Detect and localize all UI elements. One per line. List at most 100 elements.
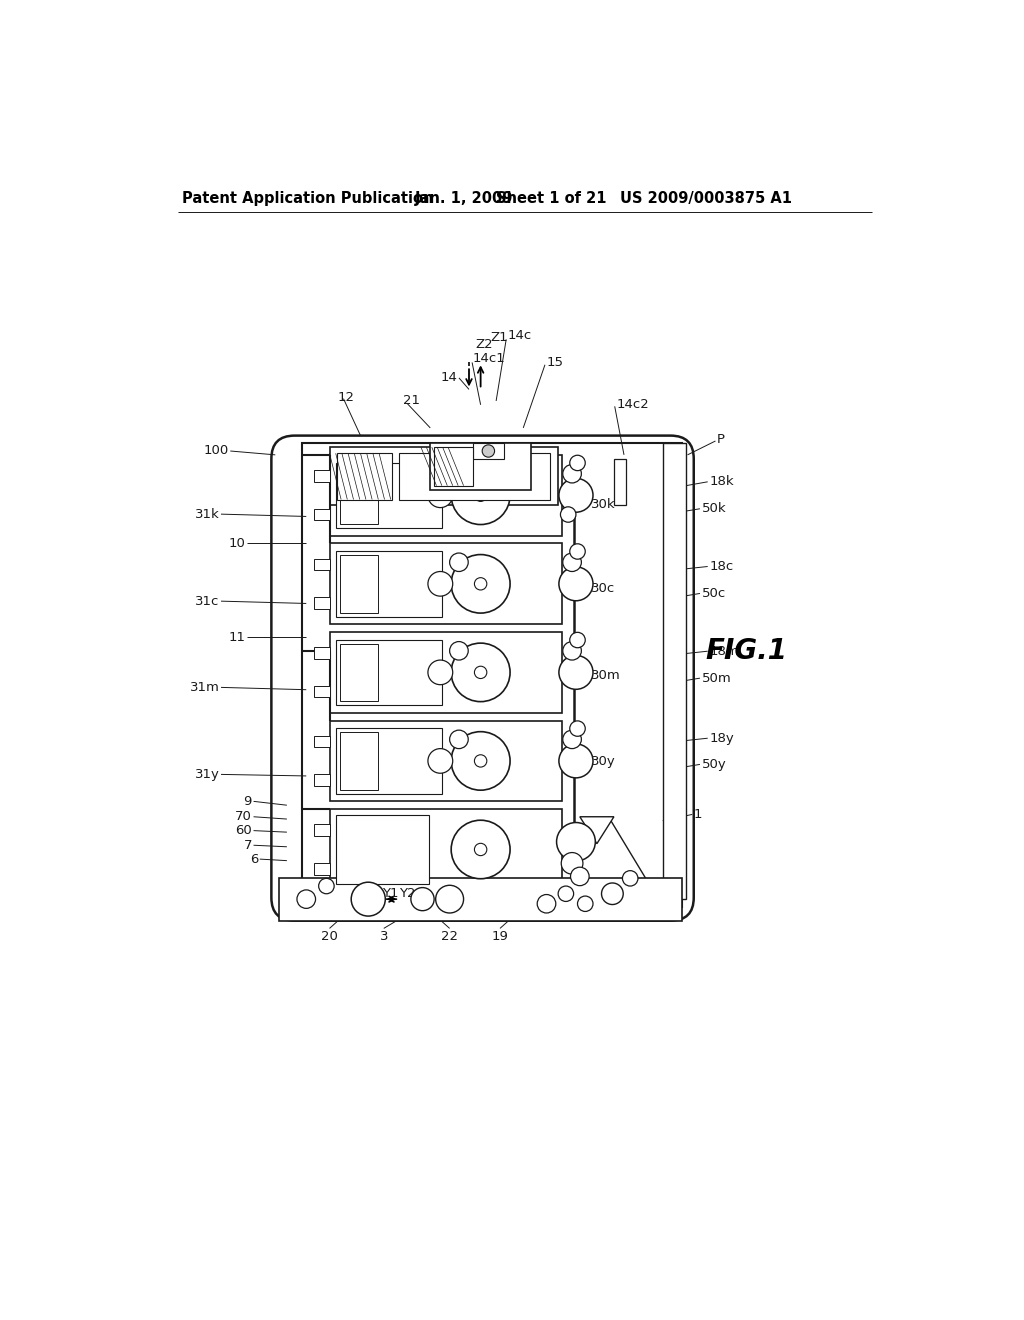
Text: 14c2: 14c2 — [616, 399, 649, 412]
Bar — [430, 444, 531, 490]
Text: Z2: Z2 — [475, 338, 493, 351]
Bar — [336, 462, 442, 528]
Bar — [399, 453, 550, 499]
Circle shape — [623, 871, 638, 886]
Text: Patent Application Publication: Patent Application Publication — [182, 191, 434, 206]
Circle shape — [474, 578, 486, 590]
Text: 100: 100 — [204, 445, 228, 458]
Circle shape — [452, 643, 510, 702]
Text: 14c1: 14c1 — [473, 352, 506, 366]
Circle shape — [474, 667, 486, 678]
Circle shape — [435, 886, 464, 913]
Text: 22: 22 — [441, 929, 458, 942]
Text: P: P — [717, 433, 725, 446]
Circle shape — [563, 465, 582, 483]
Bar — [330, 632, 562, 713]
Circle shape — [569, 721, 586, 737]
Bar — [314, 737, 330, 747]
Bar — [340, 554, 378, 612]
Text: 13: 13 — [365, 467, 381, 480]
Text: 21: 21 — [403, 395, 420, 408]
Text: 31m: 31m — [189, 681, 219, 694]
Bar — [336, 552, 442, 616]
Text: 20: 20 — [322, 929, 338, 942]
Text: 31y: 31y — [195, 768, 219, 781]
Circle shape — [559, 656, 593, 689]
Bar — [336, 640, 442, 705]
Bar — [663, 444, 686, 899]
Circle shape — [569, 544, 586, 560]
Text: 30k: 30k — [592, 499, 616, 511]
FancyBboxPatch shape — [271, 436, 693, 921]
Bar — [314, 647, 330, 659]
Text: 50k: 50k — [701, 502, 726, 515]
Circle shape — [559, 478, 593, 512]
Bar — [302, 444, 682, 907]
Circle shape — [318, 878, 334, 894]
Circle shape — [351, 882, 385, 916]
Text: 14: 14 — [440, 371, 458, 384]
Bar — [336, 729, 442, 793]
Text: 18y: 18y — [710, 731, 734, 744]
Circle shape — [428, 483, 453, 508]
Circle shape — [560, 507, 575, 523]
Circle shape — [450, 465, 468, 483]
Text: Y1: Y1 — [382, 887, 398, 900]
Text: 10: 10 — [229, 537, 246, 550]
Text: 18c: 18c — [710, 560, 733, 573]
Text: Jan. 1, 2009: Jan. 1, 2009 — [415, 191, 513, 206]
Text: 19: 19 — [492, 929, 509, 942]
Bar — [337, 453, 391, 499]
Bar — [330, 447, 558, 506]
Text: 60: 60 — [236, 824, 252, 837]
Text: 6: 6 — [250, 853, 258, 866]
Circle shape — [428, 748, 453, 774]
Text: 1: 1 — [693, 808, 702, 821]
Circle shape — [482, 445, 495, 457]
Bar — [314, 686, 330, 697]
Text: 9: 9 — [244, 795, 252, 808]
Circle shape — [452, 731, 510, 791]
Circle shape — [601, 883, 624, 904]
Circle shape — [578, 896, 593, 911]
Circle shape — [452, 466, 510, 524]
Circle shape — [559, 566, 593, 601]
Bar — [280, 878, 682, 921]
Text: Z1: Z1 — [490, 330, 508, 343]
Text: 70: 70 — [236, 810, 252, 824]
Circle shape — [450, 553, 468, 572]
Text: 30c: 30c — [592, 582, 615, 594]
Circle shape — [452, 554, 510, 612]
Bar — [340, 466, 378, 524]
Circle shape — [557, 822, 595, 861]
Circle shape — [474, 843, 486, 855]
Circle shape — [297, 890, 315, 908]
Circle shape — [450, 642, 468, 660]
Circle shape — [563, 730, 582, 748]
Bar — [314, 825, 330, 836]
Circle shape — [563, 553, 582, 572]
Text: 14c: 14c — [508, 329, 532, 342]
Text: 31k: 31k — [195, 508, 219, 520]
Circle shape — [452, 820, 510, 879]
Bar — [314, 508, 330, 520]
Circle shape — [561, 853, 583, 874]
Text: 7: 7 — [244, 838, 252, 851]
Circle shape — [428, 660, 453, 685]
Text: 18k: 18k — [710, 475, 734, 488]
Circle shape — [569, 632, 586, 648]
Bar — [340, 733, 378, 789]
Text: FIG.1: FIG.1 — [706, 638, 787, 665]
Bar — [330, 544, 562, 624]
Text: 50m: 50m — [701, 672, 731, 685]
Polygon shape — [580, 817, 614, 843]
Bar — [330, 721, 562, 801]
Bar — [314, 598, 330, 609]
Bar — [314, 775, 330, 785]
Text: 15: 15 — [547, 356, 563, 370]
Text: 50y: 50y — [701, 758, 726, 771]
Text: Sheet 1 of 21: Sheet 1 of 21 — [496, 191, 606, 206]
Text: Y2: Y2 — [398, 887, 416, 900]
Circle shape — [563, 642, 582, 660]
Bar — [314, 558, 330, 570]
